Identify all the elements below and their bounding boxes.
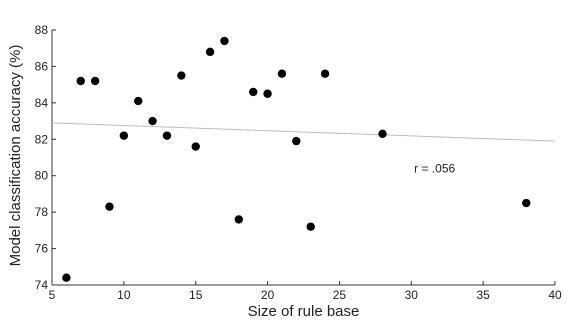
data-point <box>148 116 157 126</box>
data-point <box>320 69 330 78</box>
y-tick-label: 84 <box>35 96 49 110</box>
data-point <box>263 89 272 98</box>
y-tick-label: 78 <box>35 205 49 219</box>
x-tick-label: 5 <box>49 288 56 302</box>
data-point <box>177 71 186 80</box>
data-point <box>205 47 215 57</box>
y-tick-label: 80 <box>35 169 49 183</box>
data-point <box>249 87 258 97</box>
axes <box>51 30 555 286</box>
data-point <box>378 129 387 139</box>
data-point <box>134 96 143 106</box>
x-tick-label: 15 <box>189 288 203 302</box>
data-point <box>522 198 531 208</box>
x-axis-label: Size of rule base <box>248 303 360 320</box>
data-point <box>306 222 315 231</box>
data-point <box>76 76 85 86</box>
data-point <box>105 202 114 211</box>
data-point <box>277 69 287 78</box>
y-axis-label: Model classification accuracy (%) <box>7 45 24 267</box>
y-tick-label: 74 <box>35 278 49 292</box>
data-point <box>62 273 71 282</box>
x-tick-label: 10 <box>117 288 131 302</box>
data-point <box>234 215 244 224</box>
y-ticks: 74 76 78 80 82 84 86 88 <box>35 23 56 292</box>
trend-line <box>51 122 556 142</box>
y-tick-label: 76 <box>35 242 49 256</box>
x-tick-label: 25 <box>333 288 347 302</box>
x-ticks: 5 10 15 20 25 30 35 40 <box>49 281 562 302</box>
x-tick-label: 35 <box>476 288 490 302</box>
data-point <box>162 131 172 140</box>
correlation-annotation: r = .056 <box>414 162 455 176</box>
data-point <box>220 36 229 46</box>
x-tick-label: 20 <box>261 288 275 302</box>
data-point <box>119 131 129 140</box>
y-tick-label: 88 <box>35 23 49 37</box>
data-point <box>90 76 100 86</box>
data-point <box>292 136 301 146</box>
data-point <box>191 142 200 151</box>
x-tick-label: 40 <box>548 288 562 302</box>
data-points <box>62 36 531 282</box>
y-tick-label: 82 <box>35 132 49 146</box>
y-tick-label: 86 <box>35 59 49 73</box>
x-tick-label: 30 <box>405 288 419 302</box>
